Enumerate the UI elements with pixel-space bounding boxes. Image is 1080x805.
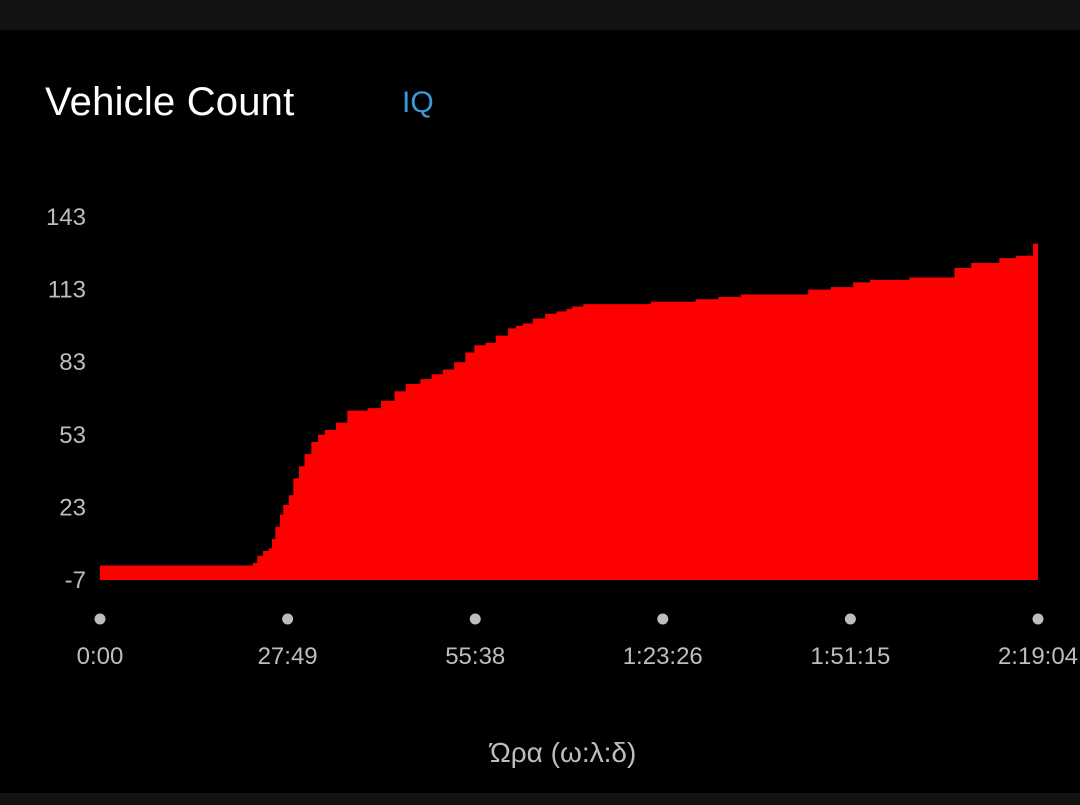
y-tick-label: 83: [59, 349, 86, 376]
x-tick-dot: [282, 613, 294, 625]
x-tick-label: 0:00: [77, 643, 124, 670]
chart-title: Vehicle Count: [45, 80, 295, 124]
iq-button[interactable]: IQ: [402, 86, 434, 119]
x-tick-label: 1:23:26: [623, 643, 703, 670]
x-tick-label: 27:49: [258, 643, 318, 670]
x-axis-label: Ώρα (ω:λ:δ): [489, 737, 637, 768]
y-tick-label: 113: [48, 277, 86, 304]
x-tick-dot: [469, 613, 481, 625]
y-tick-label: 143: [46, 204, 86, 231]
y-tick-label: -7: [65, 567, 86, 594]
x-tick-dot: [844, 613, 856, 625]
y-tick-label: 53: [59, 422, 86, 449]
x-tick-label: 2:19:04: [998, 643, 1078, 670]
x-tick-dot: [94, 613, 106, 625]
x-tick-dot: [657, 613, 669, 625]
y-tick-label: 23: [59, 494, 86, 521]
x-tick-label: 55:38: [445, 643, 505, 670]
x-tick-dot: [1032, 613, 1044, 625]
vehicle-count-area: [100, 238, 1038, 580]
status-bar: [0, 0, 1080, 30]
x-tick-label: 1:51:15: [810, 643, 890, 670]
bottom-bar: [0, 793, 1080, 805]
